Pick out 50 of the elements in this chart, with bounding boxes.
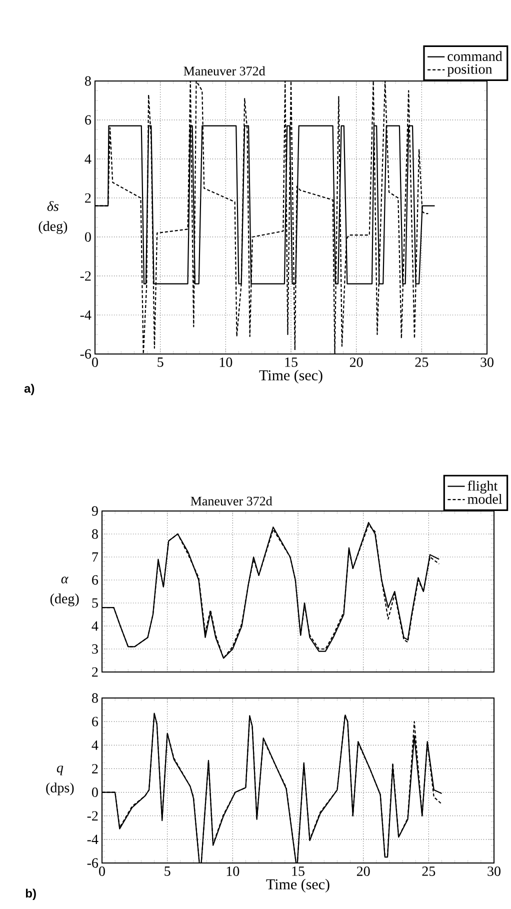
y-axis-title: q (dps): [46, 766, 74, 796]
x-tick-label: 0: [99, 866, 105, 876]
y-tick-label: 5: [92, 598, 98, 608]
y-tick-label: 9: [92, 506, 98, 516]
y-tick-label: 2: [92, 764, 98, 774]
y-tick-label: -6: [80, 349, 92, 359]
legend-label: flight: [468, 480, 498, 494]
y-tick-label: 8: [92, 529, 98, 539]
x-tick-label: 20: [350, 358, 363, 367]
x-tick-label: 20: [356, 866, 370, 876]
y-tick-label: -2: [87, 811, 98, 820]
x-tick-label: 25: [422, 866, 436, 876]
y-tick-label: -4: [80, 310, 92, 320]
y-tick-label: -4: [87, 834, 98, 844]
text: b): [26, 888, 36, 900]
legend-label: position: [447, 64, 492, 77]
y-tick-label: 4: [92, 740, 98, 750]
x-tick-label: 15: [292, 866, 304, 876]
chart-title: Maneuver 372d: [184, 66, 266, 76]
x-tick-label: 30: [488, 866, 500, 876]
y-tick-label: 3: [92, 644, 98, 654]
x-tick-label: 5: [158, 358, 164, 367]
y-tick-label: -2: [80, 271, 91, 281]
y-tick-label: 0: [85, 232, 91, 242]
y-tick-label: 6: [92, 575, 98, 585]
x-tick-label: 10: [220, 358, 232, 367]
y-axis-title: δs (deg): [38, 201, 68, 234]
x-tick-label: 15: [285, 358, 298, 367]
y-tick-label: 6: [92, 716, 98, 726]
y-tick-label: 4: [92, 621, 98, 631]
y-tick-label: 2: [85, 193, 91, 203]
y-axis-title: α (deg): [50, 576, 79, 606]
x-tick-label: 5: [164, 866, 170, 876]
text: a): [24, 384, 34, 396]
y-tick-label: -6: [87, 858, 98, 868]
y-tick-label: 8: [85, 76, 91, 86]
y-tick-label: 4: [84, 154, 92, 164]
x-tick-label: 30: [480, 358, 494, 367]
y-tick-label: 2: [92, 667, 98, 677]
x-axis-title: Time (sec): [266, 878, 330, 892]
legend-label: model: [468, 494, 502, 504]
legend-label: command: [448, 51, 502, 62]
chart-title: Maneuver 372d: [190, 496, 272, 506]
x-tick-label: 25: [415, 358, 428, 367]
y-tick-label: 8: [92, 693, 98, 703]
x-axis-title: Time (sec): [259, 370, 322, 384]
x-tick-label: 10: [226, 866, 240, 876]
y-tick-label: 0: [92, 788, 98, 798]
y-tick-label: 6: [85, 115, 92, 125]
y-tick-label: 7: [92, 552, 98, 562]
